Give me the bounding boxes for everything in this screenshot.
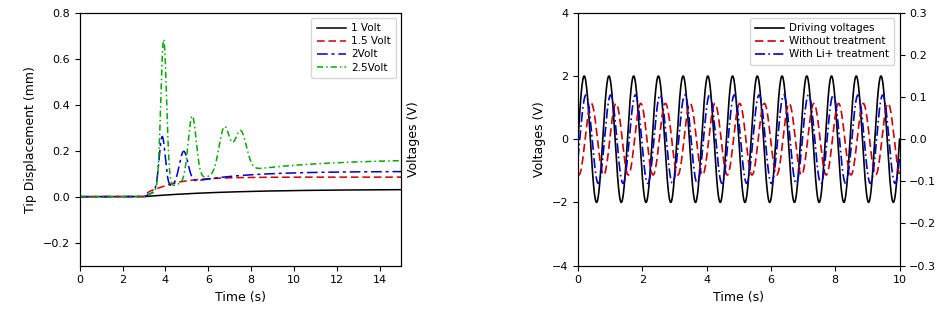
Driving voltages xyxy=(591,200,602,204)
1 Volt xyxy=(395,188,406,192)
Y-axis label: Tip Displacement (mm): Tip Displacement (mm) xyxy=(24,66,37,212)
2Volt xyxy=(74,195,85,199)
Y-axis label: Voltages (V): Voltages (V) xyxy=(406,101,419,177)
2.5Volt xyxy=(267,165,278,169)
1 Volt xyxy=(283,189,294,193)
With Li+ treatment xyxy=(886,178,898,181)
Without treatment xyxy=(695,171,706,175)
Without treatment xyxy=(627,145,638,148)
With Li+ treatment xyxy=(709,132,720,136)
2.5Volt xyxy=(283,164,294,168)
Legend: 1 Volt, 1.5 Volt, 2Volt, 2.5Volt: 1 Volt, 1.5 Volt, 2Volt, 2.5Volt xyxy=(311,18,396,78)
Line: Without treatment: Without treatment xyxy=(578,103,899,175)
2Volt xyxy=(132,195,143,199)
2Volt xyxy=(197,178,208,182)
2.5Volt xyxy=(158,37,169,41)
1 Volt xyxy=(74,195,85,199)
Driving voltages xyxy=(852,86,863,90)
1.5 Volt xyxy=(314,175,325,179)
Without treatment xyxy=(853,123,864,127)
With Li+ treatment xyxy=(695,159,707,163)
Without treatment xyxy=(893,172,904,176)
1.5 Volt xyxy=(283,175,294,179)
2.5Volt xyxy=(395,159,406,163)
With Li+ treatment xyxy=(893,156,904,160)
Line: 1.5 Volt: 1.5 Volt xyxy=(80,177,401,197)
Without treatment xyxy=(709,101,720,105)
With Li+ treatment xyxy=(853,94,864,98)
Without treatment xyxy=(844,173,856,177)
Line: 2Volt: 2Volt xyxy=(80,137,401,197)
2.5Volt xyxy=(314,162,325,165)
With Li+ treatment xyxy=(572,156,583,160)
Legend: Driving voltages, Without treatment, With Li+ treatment: Driving voltages, Without treatment, Wit… xyxy=(749,18,893,65)
2Volt xyxy=(314,171,325,174)
Line: 2.5Volt: 2.5Volt xyxy=(80,39,401,197)
1.5 Volt xyxy=(338,175,349,179)
With Li+ treatment xyxy=(679,93,690,97)
Driving voltages xyxy=(572,137,583,141)
Driving voltages xyxy=(608,132,620,136)
1 Volt xyxy=(314,188,325,192)
2Volt xyxy=(395,170,406,173)
Without treatment xyxy=(808,101,819,105)
With Li+ treatment xyxy=(608,114,620,118)
Driving voltages xyxy=(886,200,898,204)
Without treatment xyxy=(886,130,898,134)
Line: With Li+ treatment: With Li+ treatment xyxy=(578,95,899,183)
2.5Volt xyxy=(132,195,143,199)
Y-axis label: Voltages (V): Voltages (V) xyxy=(533,101,546,177)
2Volt xyxy=(156,135,168,139)
1.5 Volt xyxy=(74,195,85,199)
Without treatment xyxy=(608,103,620,107)
Line: Driving voltages: Driving voltages xyxy=(578,76,899,202)
1.5 Volt xyxy=(197,177,208,181)
2.5Volt xyxy=(338,161,349,164)
1.5 Volt xyxy=(132,195,143,199)
With Li+ treatment xyxy=(627,97,638,101)
Line: 1 Volt: 1 Volt xyxy=(80,190,401,197)
1.5 Volt xyxy=(395,175,406,179)
Driving voltages xyxy=(627,74,638,78)
2Volt xyxy=(267,172,278,176)
Driving voltages xyxy=(695,141,707,145)
Driving voltages xyxy=(874,74,885,78)
2.5Volt xyxy=(197,174,208,178)
1 Volt xyxy=(338,188,349,192)
X-axis label: Time (s): Time (s) xyxy=(712,291,764,304)
X-axis label: Time (s): Time (s) xyxy=(214,291,266,304)
With Li+ treatment xyxy=(716,181,727,185)
1 Volt xyxy=(197,191,208,195)
2.5Volt xyxy=(74,195,85,199)
1 Volt xyxy=(132,195,143,199)
Driving voltages xyxy=(893,137,904,141)
1 Volt xyxy=(267,189,278,193)
Driving voltages xyxy=(709,158,720,162)
2Volt xyxy=(283,171,294,175)
1.5 Volt xyxy=(267,175,278,179)
Without treatment xyxy=(572,172,583,176)
2Volt xyxy=(338,170,349,174)
